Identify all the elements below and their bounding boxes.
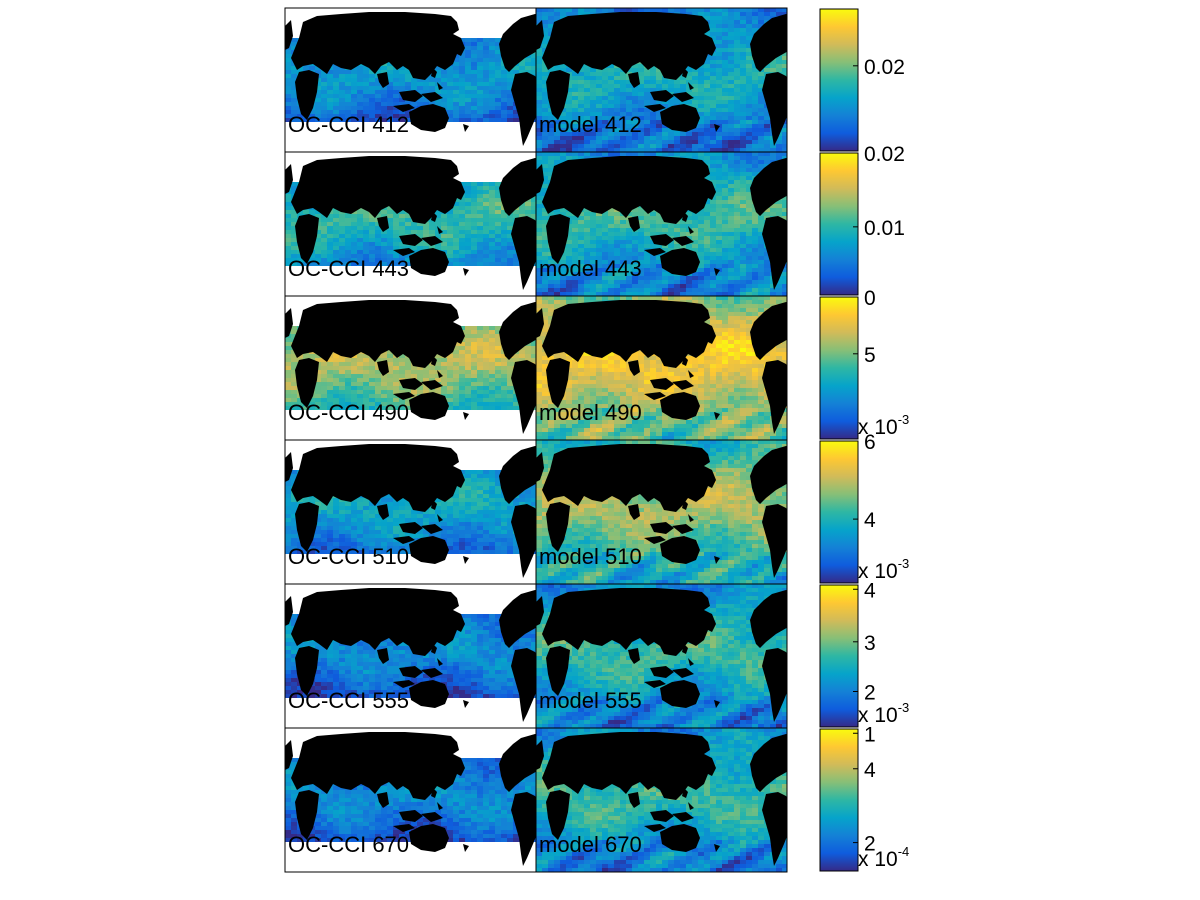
panel-frame: [535, 727, 788, 873]
colorbar-scale: [819, 296, 859, 440]
colorbar-443: 0.02 0.01: [819, 143, 905, 296]
map-panel-model-555: model 555: [535, 583, 788, 729]
map-panel-model-670: model 670: [535, 727, 788, 873]
colorbar-scale: [819, 728, 859, 872]
ocean-field: [536, 584, 787, 728]
colorbar-tick-label: 2: [864, 682, 876, 705]
map-panels: OC-CCI 412 model 412 OC-CCI 443 model 443 OC…: [284, 7, 788, 873]
colorbar-exponent: x 10-3: [858, 412, 909, 439]
panel-label: OC-CCI 555: [288, 688, 409, 713]
colorbar-tick-label: 4: [864, 759, 876, 782]
colorbar-scale: [819, 152, 859, 296]
colorbar-scale: [819, 584, 859, 728]
colorbar-tick-label: 0.02: [864, 143, 905, 166]
colorbar-510: 6 4 x 10-3: [819, 431, 909, 584]
panel-label: model 555: [539, 688, 642, 713]
colorbar-tick-label: 2: [864, 833, 876, 856]
panel-label: OC-CCI 443: [288, 256, 409, 281]
panel-label: model 670: [539, 832, 642, 857]
map-panel-oc-cci-555: OC-CCI 555: [284, 583, 537, 729]
map-panel-model-510: model 510: [535, 439, 788, 585]
map-panel-oc-cci-510: OC-CCI 510: [284, 439, 537, 585]
panel-label: OC-CCI 670: [288, 832, 409, 857]
panel-label: OC-CCI 412: [288, 112, 409, 137]
colorbar-tick-label: 6: [864, 431, 876, 454]
panel-label: model 510: [539, 544, 642, 569]
panel-label: model 412: [539, 112, 642, 137]
colorbar-tick-label: 4: [864, 579, 876, 602]
colorbar-670: 1 4 2x 10-4: [819, 723, 909, 872]
map-panel-oc-cci-490: OC-CCI 490: [284, 295, 537, 441]
colorbar-555: 4 3 2x 10-3: [819, 579, 909, 728]
colorbar-tick-label: 3: [864, 632, 876, 655]
map-panel-model-412: model 412: [535, 7, 788, 153]
colorbar-scale: [819, 440, 859, 584]
colorbar-tick-label: 0.01: [864, 217, 905, 240]
map-panel-model-490: model 490: [535, 295, 788, 441]
colorbar-exponent: x 10-3: [858, 700, 909, 727]
colorbar-412: 0.02: [819, 8, 905, 152]
colorbar-tick-label: 1: [864, 723, 876, 746]
panel-label: OC-CCI 510: [288, 544, 409, 569]
map-panel-model-443: model 443: [535, 151, 788, 297]
colorbar-tick-label: 5: [864, 344, 876, 367]
colorbar-scale: [819, 8, 859, 152]
panel-label: model 443: [539, 256, 642, 281]
colorbar-tick-label: 0: [864, 287, 876, 310]
map-panel-oc-cci-443: OC-CCI 443: [284, 151, 537, 297]
colorbar-exponent: x 10-4: [858, 844, 909, 871]
colorbar-490: 0 5 x 10-3: [819, 287, 909, 440]
colorbar-tick-label: 0.02: [864, 56, 905, 79]
map-panel-oc-cci-670: OC-CCI 670: [284, 727, 537, 873]
colorbar-tick-label: 4: [864, 509, 876, 532]
colorbar-exponent: x 10-3: [858, 556, 909, 583]
panel-label: model 490: [539, 400, 642, 425]
panel-label: OC-CCI 490: [288, 400, 409, 425]
map-panel-oc-cci-412: OC-CCI 412: [284, 7, 537, 153]
